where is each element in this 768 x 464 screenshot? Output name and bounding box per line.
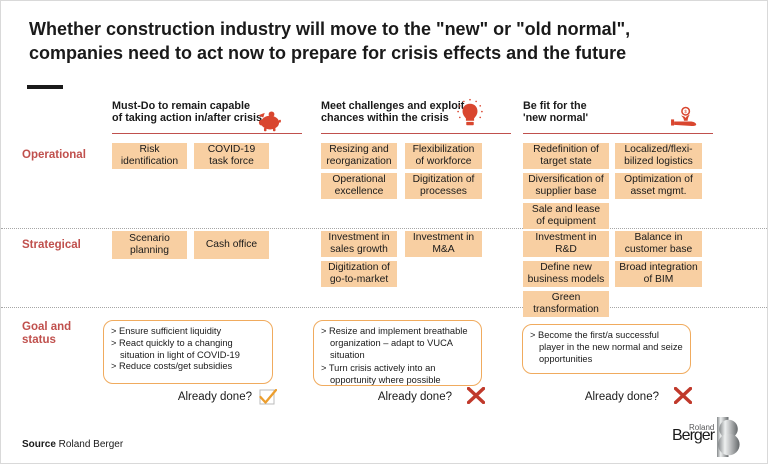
svg-text:$: $ bbox=[684, 109, 687, 114]
